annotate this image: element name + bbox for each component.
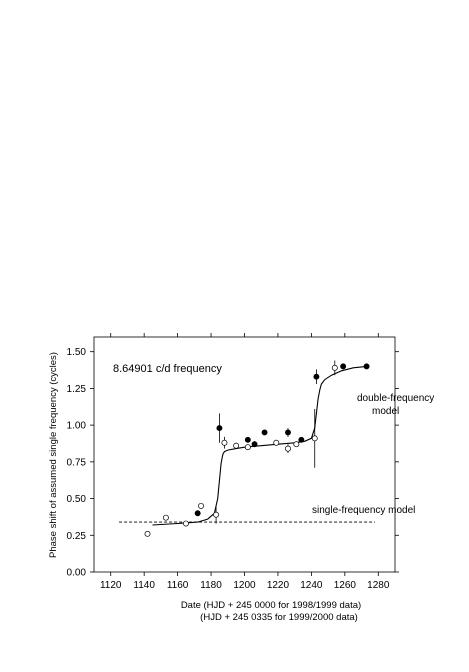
y-tick-label: 0.00: [67, 568, 87, 579]
filled-data-point: [285, 429, 291, 436]
open-data-point: [198, 502, 204, 509]
filled-data-point: [363, 363, 370, 370]
x-tick-label: 1200: [233, 580, 256, 591]
x-tick-label: 1140: [133, 580, 155, 591]
filled-data-point: [194, 510, 201, 517]
double-model-label-2: model: [372, 406, 399, 417]
filled-data-point: [340, 363, 347, 370]
double-frequency-curve: [152, 365, 367, 526]
open-data-point: [311, 435, 318, 442]
x-tick-label: 1220: [267, 580, 290, 591]
axis-ticks: 1120 1140 1160 1180 1200 1220 1240 1260 1280 0.00…: [67, 333, 399, 591]
filled-data-point: [313, 373, 320, 380]
single-model-label: single-frequency model: [312, 505, 415, 516]
x-tick-label: 1260: [334, 580, 357, 591]
open-data-point: [183, 520, 189, 527]
open-data-point: [213, 511, 220, 518]
filled-data-point: [261, 429, 268, 436]
open-data-point: [233, 442, 240, 449]
data-points: [144, 360, 370, 537]
open-data-point: [273, 439, 280, 446]
y-axis-title: Phase shift of assumed single frequency …: [48, 352, 59, 558]
y-tick-label: 1.50: [67, 347, 87, 358]
frequency-label: 8.64901 c/d frequency: [113, 363, 222, 375]
x-tick-label: 1120: [100, 580, 122, 591]
filled-data-point: [298, 436, 305, 443]
open-data-point: [144, 530, 151, 537]
x-tick-label: 1160: [167, 580, 189, 591]
open-data-point: [221, 439, 228, 446]
y-tick-label: 1.00: [67, 421, 87, 432]
filled-data-point: [216, 425, 223, 432]
x-tick-label: 1280: [367, 580, 390, 591]
y-tick-label: 0.50: [67, 494, 87, 505]
y-tick-label: 0.25: [67, 531, 87, 542]
open-data-point: [244, 444, 251, 451]
y-tick-label: 1.25: [67, 384, 87, 395]
y-tick-label: 0.75: [67, 457, 87, 468]
x-axis-title: Date (HJD + 245 0000 for 1998/1999 data): [181, 600, 361, 611]
open-data-point: [162, 514, 169, 521]
filled-data-point: [244, 436, 251, 443]
double-model-label-1: double-frequency: [357, 393, 434, 404]
x-axis-title-2: (HJD + 245 0335 for 1999/2000 data): [200, 612, 358, 623]
open-data-point: [293, 441, 300, 448]
x-tick-label: 1180: [200, 580, 222, 591]
filled-data-point: [251, 441, 258, 448]
open-data-point: [331, 364, 338, 371]
open-data-point: [285, 445, 291, 452]
x-tick-label: 1240: [300, 580, 323, 591]
